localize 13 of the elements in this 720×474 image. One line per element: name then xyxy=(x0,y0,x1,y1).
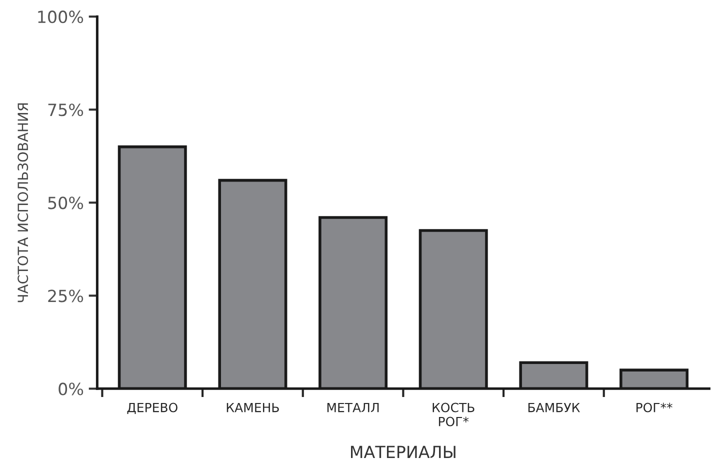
y-tick-label: 100% xyxy=(38,10,84,24)
x-tick-label: МЕТАЛЛ xyxy=(327,402,379,412)
y-tick-label: 25% xyxy=(48,290,84,302)
x-tick-label: РОГ** xyxy=(636,402,672,412)
x-axis-title: МАТЕРИАЛЫ xyxy=(351,446,456,458)
x-tick-label: БАМБУК xyxy=(528,402,580,412)
y-tick-label: 0% xyxy=(58,382,84,396)
x-tick-label: КАМЕНЬ xyxy=(226,402,279,412)
y-axis-title: ЧАСТОТА ИСПОЛЬЗОВАНИЯ xyxy=(18,103,28,302)
y-tick-label: 75% xyxy=(48,104,84,116)
y-tick-label: 50% xyxy=(48,196,84,210)
x-tick-label: ДЕРЕВО xyxy=(127,402,178,414)
x-tick-label: КОСТЬ РОГ* xyxy=(432,402,474,426)
